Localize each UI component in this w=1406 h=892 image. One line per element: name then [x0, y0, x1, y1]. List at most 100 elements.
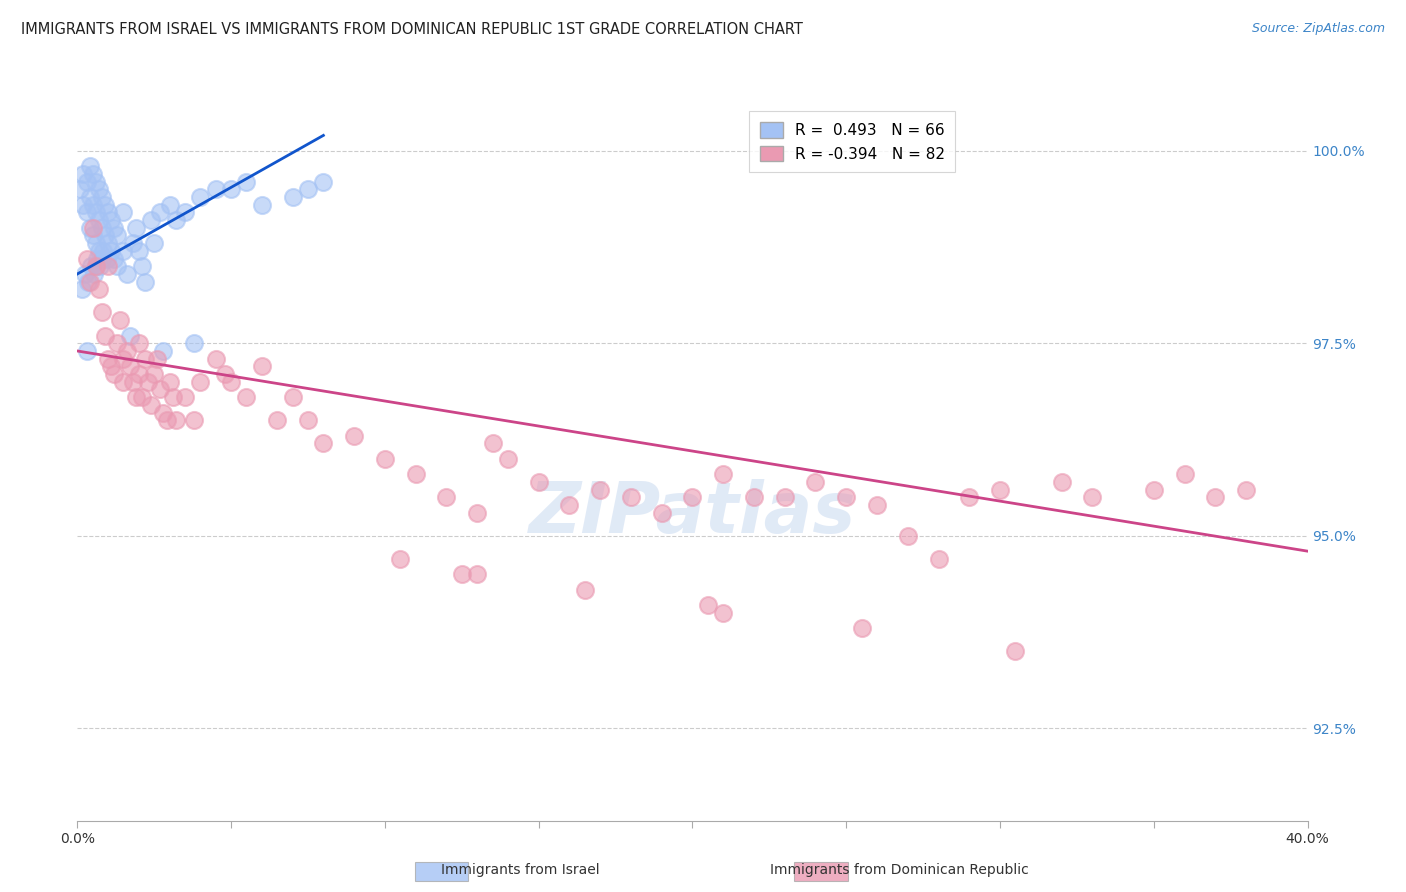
Point [94, 328, 117, 343]
Point [389, 552, 412, 566]
Point [235, 175, 257, 189]
Point [90, 252, 114, 266]
Point [136, 375, 159, 389]
Point [73, 267, 96, 281]
Point [76, 343, 98, 358]
Point [105, 260, 128, 274]
Point [97, 260, 120, 274]
Point [281, 190, 304, 204]
Point [89, 260, 111, 274]
Point [711, 606, 734, 620]
Point [204, 351, 226, 366]
Point [84, 260, 107, 274]
Point [100, 359, 122, 374]
Point [112, 205, 135, 219]
Point [589, 483, 612, 497]
Point [165, 213, 187, 227]
Point [682, 490, 704, 504]
Point [105, 336, 128, 351]
Point [128, 244, 150, 258]
Point [804, 475, 827, 489]
Point [235, 390, 257, 404]
Point [574, 582, 596, 597]
Point [86, 252, 108, 266]
Point [465, 567, 488, 582]
Point [79, 190, 101, 204]
Point [155, 413, 177, 427]
Point [97, 205, 120, 219]
Point [183, 413, 205, 427]
Point [77, 275, 100, 289]
Point [436, 490, 458, 504]
Point [87, 182, 110, 196]
Point [159, 375, 181, 389]
Point [93, 244, 115, 258]
Point [174, 390, 197, 404]
Point [97, 351, 120, 366]
Point [90, 190, 114, 204]
Point [742, 490, 765, 504]
Text: IMMIGRANTS FROM ISRAEL VS IMMIGRANTS FROM DOMINICAN REPUBLIC 1ST GRADE CORRELATI: IMMIGRANTS FROM ISRAEL VS IMMIGRANTS FRO… [21, 22, 803, 37]
Point [343, 428, 366, 442]
Point [204, 182, 226, 196]
Text: Source: ZipAtlas.com: Source: ZipAtlas.com [1251, 22, 1385, 36]
Point [696, 598, 718, 612]
Point [897, 529, 920, 543]
Text: Immigrants from Israel: Immigrants from Israel [441, 863, 599, 877]
Point [87, 244, 110, 258]
Point [143, 367, 166, 381]
Point [115, 343, 138, 358]
Point [103, 220, 125, 235]
Point [115, 267, 138, 281]
Point [84, 260, 107, 274]
Point [183, 336, 205, 351]
Point [219, 375, 242, 389]
Point [149, 205, 172, 219]
Point [1174, 467, 1197, 482]
Point [152, 343, 174, 358]
Point [527, 475, 550, 489]
Point [450, 567, 472, 582]
Point [374, 451, 396, 466]
Point [87, 282, 110, 296]
Point [79, 220, 101, 235]
Point [651, 506, 673, 520]
Point [131, 260, 153, 274]
Point [76, 252, 98, 266]
Point [1004, 644, 1026, 658]
Point [79, 159, 101, 173]
Point [128, 367, 150, 381]
Point [110, 313, 132, 327]
Text: Immigrants from Dominican Republic: Immigrants from Dominican Republic [770, 863, 1029, 877]
Point [266, 413, 288, 427]
Point [1081, 490, 1104, 504]
Point [1050, 475, 1073, 489]
Point [82, 197, 104, 211]
Point [957, 490, 980, 504]
Point [105, 228, 128, 243]
Point [711, 467, 734, 482]
Point [134, 275, 156, 289]
Point [112, 351, 135, 366]
Point [312, 436, 335, 450]
Point [143, 236, 166, 251]
Point [835, 490, 858, 504]
Text: ZIPatlas: ZIPatlas [529, 479, 856, 548]
Point [82, 167, 104, 181]
Point [121, 236, 143, 251]
Point [118, 328, 141, 343]
Point [190, 190, 212, 204]
Point [1143, 483, 1166, 497]
Point [97, 236, 120, 251]
Point [69, 182, 91, 196]
Point [76, 175, 98, 189]
Point [100, 213, 122, 227]
Point [84, 205, 107, 219]
Point [773, 490, 796, 504]
Point [620, 490, 643, 504]
Point [146, 351, 169, 366]
Point [103, 367, 125, 381]
Point [141, 213, 163, 227]
Point [112, 375, 135, 389]
Point [281, 390, 304, 404]
